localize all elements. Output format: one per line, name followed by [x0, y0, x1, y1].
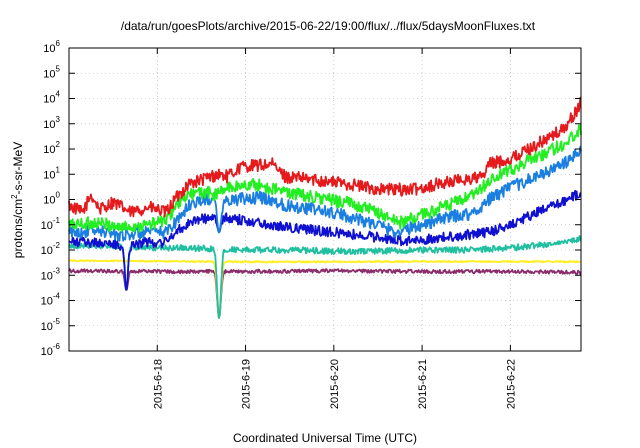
series-line-3 — [68, 189, 582, 291]
y-tick-label-exponent: -3 — [53, 266, 61, 275]
y-axis-label-main: protons/cm — [11, 199, 25, 258]
y-tick-label: 104 — [43, 90, 60, 106]
y-tick-label: 10-3 — [41, 266, 61, 282]
y-tick-label-exponent: 0 — [56, 191, 61, 200]
series-line-0 — [68, 96, 582, 218]
y-tick-label-exponent: 6 — [56, 39, 61, 48]
series-line-5 — [68, 259, 582, 319]
chart-title: /data/run/goesPlots/archive/2015-06-22/1… — [121, 19, 536, 33]
y-tick-label-base: 10 — [43, 195, 55, 207]
x-axis-label: Coordinated Universal Time (UTC) — [233, 431, 417, 445]
y-tick-label-base: 10 — [43, 144, 55, 156]
y-tick-label: 106 — [43, 39, 60, 55]
y-tick-label-base: 10 — [43, 169, 55, 181]
x-tick-label: 2015-6-20 — [329, 359, 341, 409]
y-tick-label-exponent: -4 — [53, 292, 61, 301]
y-tick-label-base: 10 — [43, 68, 55, 80]
y-tick-label-base: 10 — [41, 346, 53, 358]
y-tick-label: 105 — [43, 64, 60, 80]
x-tick-label: 2015-6-18 — [152, 359, 164, 409]
y-tick-label-base: 10 — [41, 296, 53, 308]
y-tick-label: 103 — [43, 115, 60, 131]
y-tick-label: 102 — [43, 140, 60, 156]
x-axis: 2015-6-18 2015-6-19 2015-6-20 2015-6-21 2015… — [152, 48, 517, 409]
x-tick-label: 2015-6-22 — [505, 359, 517, 409]
y-tick-label-base: 10 — [41, 245, 53, 257]
y-axis-label-superscript: 2 — [10, 194, 19, 199]
y-tick-label: 10-6 — [41, 342, 61, 358]
series-line-1 — [68, 124, 582, 233]
y-axis: 10-610-510-410-310-210-11001011021031041… — [41, 39, 581, 358]
y-tick-label-exponent: -2 — [53, 241, 61, 250]
y-tick-label-exponent: 3 — [56, 115, 61, 124]
series-line-6 — [68, 268, 582, 319]
y-tick-label: 101 — [43, 165, 60, 181]
y-tick-label-base: 10 — [41, 321, 53, 333]
y-tick-label: 10-1 — [41, 216, 61, 232]
series-line-4 — [68, 235, 582, 319]
y-tick-label-exponent: -1 — [53, 216, 61, 225]
y-tick-label: 10-2 — [41, 241, 61, 257]
y-tick-label-exponent: 2 — [56, 140, 61, 149]
y-axis-label: protons/cm2-s-sr-MeV — [10, 142, 25, 258]
y-tick-label-exponent: -5 — [53, 317, 61, 326]
series-group — [68, 96, 582, 319]
y-tick-label-base: 10 — [41, 220, 53, 232]
y-tick-label-exponent: 4 — [56, 90, 61, 99]
y-tick-label: 10-5 — [41, 317, 61, 333]
y-tick-label-exponent: 5 — [56, 64, 61, 73]
y-tick-label-exponent: -6 — [53, 342, 61, 351]
y-tick-label-base: 10 — [43, 43, 55, 55]
grid — [69, 48, 581, 351]
y-tick-label-base: 10 — [43, 94, 55, 106]
y-tick-label-base: 10 — [43, 119, 55, 131]
y-tick-label: 100 — [43, 191, 60, 207]
y-tick-label: 10-4 — [41, 292, 61, 308]
x-tick-label: 2015-6-19 — [241, 359, 253, 409]
x-tick-label: 2015-6-21 — [417, 359, 429, 409]
y-tick-label-exponent: 1 — [56, 165, 61, 174]
y-axis-label-units: -s-sr-MeV — [11, 142, 25, 195]
y-tick-label-base: 10 — [41, 270, 53, 282]
